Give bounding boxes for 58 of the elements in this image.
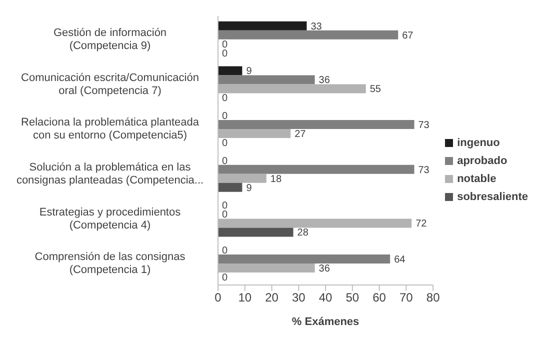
data-label: 55 [370, 84, 382, 96]
y-tick-label: Gestión de información (Competencia 9) [53, 26, 167, 52]
bar [218, 174, 266, 183]
bar [218, 164, 414, 174]
data-label: 36 [318, 264, 330, 275]
bar [218, 21, 307, 30]
x-tick-label: 0 [214, 290, 222, 305]
legend-label: ingenuo [457, 136, 500, 148]
data-label: 0 [222, 111, 228, 122]
bar [218, 30, 398, 40]
bar [218, 228, 294, 237]
data-label: 64 [394, 254, 406, 266]
data-label: 9 [246, 182, 252, 194]
y-tick-label: Comunicación escrita/Comunicación oral (Competencia 7) [21, 72, 199, 97]
bar [218, 218, 412, 228]
data-label: 28 [297, 228, 309, 239]
x-tick-label: 20 [265, 290, 279, 305]
legend-label: sobresaliente [457, 190, 528, 202]
data-label: 0 [222, 138, 228, 150]
data-label: 18 [270, 174, 282, 185]
x-tick-label: 40 [318, 290, 333, 305]
bar [218, 254, 390, 264]
bar [218, 182, 242, 192]
bar [218, 129, 291, 138]
y-tick-label: Estrategias y procedimientos (Competencia 4) [39, 206, 182, 232]
bar [218, 264, 315, 273]
data-label: 0 [222, 272, 228, 284]
data-label: 73 [418, 164, 430, 176]
y-tick-label: Relaciona la problemática planteada con su entorno (Competencia5) [21, 116, 200, 142]
data-label: 0 [222, 246, 228, 257]
y-tick-label: Comprensión de las consignas (Competencia 1) [34, 251, 186, 276]
data-label: 73 [418, 120, 430, 132]
legend-label: aprobado [457, 154, 508, 166]
data-label: 36 [318, 75, 330, 86]
x-tick-label: 70 [400, 290, 414, 305]
data-label: 27 [294, 129, 306, 140]
x-tick-label: 30 [292, 290, 306, 305]
bar [218, 84, 366, 94]
bar [218, 66, 242, 76]
x-tick-label: 80 [426, 290, 440, 305]
data-label: 33 [310, 21, 322, 32]
data-label: 0 [222, 210, 228, 221]
x-tick-label: 10 [238, 290, 252, 305]
data-label: 0 [222, 156, 228, 167]
legend-label: notable [457, 172, 496, 184]
y-tick-label: Solución a la problemática en las consignas planteadas (Competencia... [16, 161, 204, 186]
data-label: 9 [246, 66, 252, 78]
data-label: 0 [222, 48, 228, 60]
bar [218, 75, 315, 84]
bar [218, 120, 414, 130]
data-label: 67 [402, 30, 414, 42]
data-label: 0 [222, 200, 228, 212]
x-tick-label: 60 [372, 290, 386, 305]
x-tick-label: 50 [346, 290, 360, 305]
data-label: 72 [416, 218, 428, 230]
data-label: 0 [222, 93, 228, 104]
x-axis-title: % Exámenes [292, 316, 360, 328]
data-label: 0 [222, 39, 228, 50]
